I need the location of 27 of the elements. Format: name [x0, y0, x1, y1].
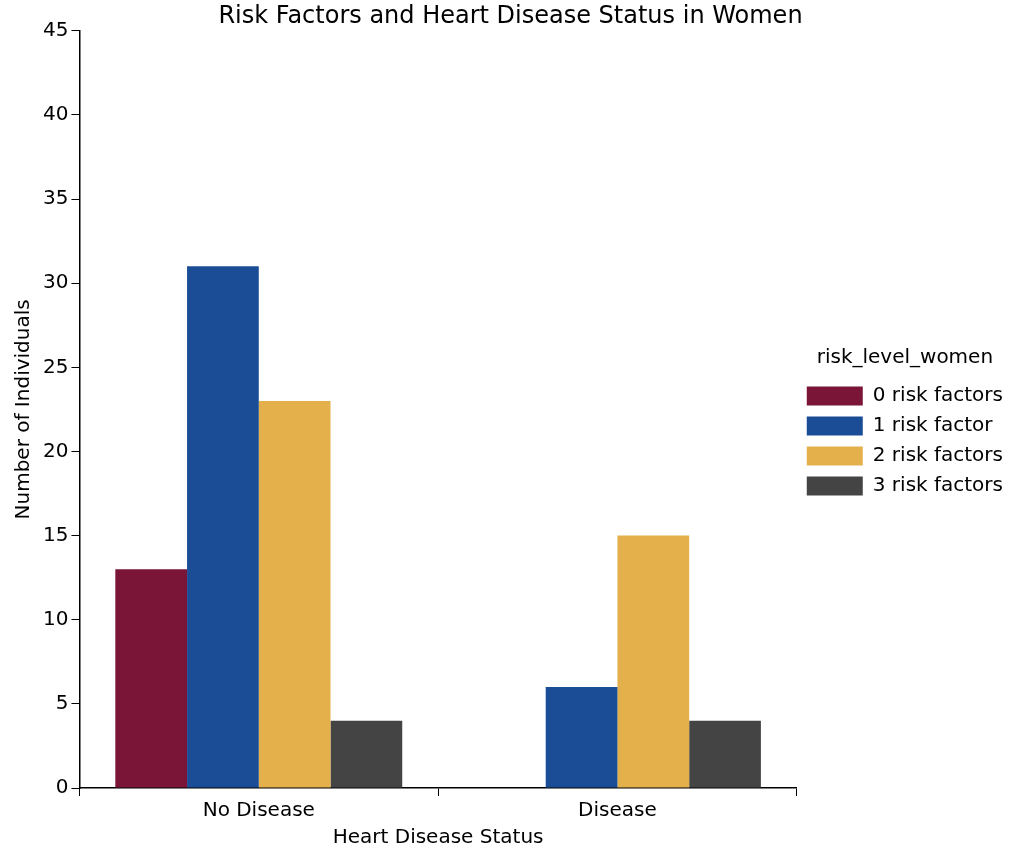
- legend-title: risk_level_women: [816, 344, 994, 369]
- y-tick-label: 0: [55, 774, 69, 799]
- bar: [115, 569, 188, 788]
- y-tick-label: 25: [43, 353, 69, 378]
- y-axis-title: Number of Individuals: [10, 299, 35, 520]
- x-axis-title: Heart Disease Status: [332, 824, 544, 849]
- y-tick-label: 30: [43, 269, 69, 294]
- x-tick-label: Disease: [578, 797, 657, 822]
- y-tick-label: 20: [43, 437, 69, 462]
- y-tick-label: 45: [43, 17, 69, 41]
- legend-label: 3 risk factors: [872, 472, 1003, 497]
- y-tick-label: 40: [43, 101, 69, 126]
- bar: [617, 535, 690, 788]
- bar: [545, 687, 618, 788]
- bar: [187, 266, 259, 788]
- legend-label: 2 risk factors: [872, 442, 1003, 467]
- bar: [330, 720, 403, 788]
- bar: [689, 720, 761, 788]
- y-tick-label: 10: [43, 605, 69, 630]
- y-tick-label: 5: [55, 690, 69, 715]
- chart-title: Risk Factors and Heart Disease Status in Women: [218, 0, 803, 29]
- legend-label: 0 risk factors: [872, 382, 1003, 407]
- x-tick-label: No Disease: [202, 797, 315, 822]
- legend-label: 1 risk factor: [872, 412, 994, 437]
- y-tick-label: 35: [43, 185, 69, 210]
- bar: [258, 400, 331, 788]
- y-tick-label: 15: [43, 521, 69, 546]
